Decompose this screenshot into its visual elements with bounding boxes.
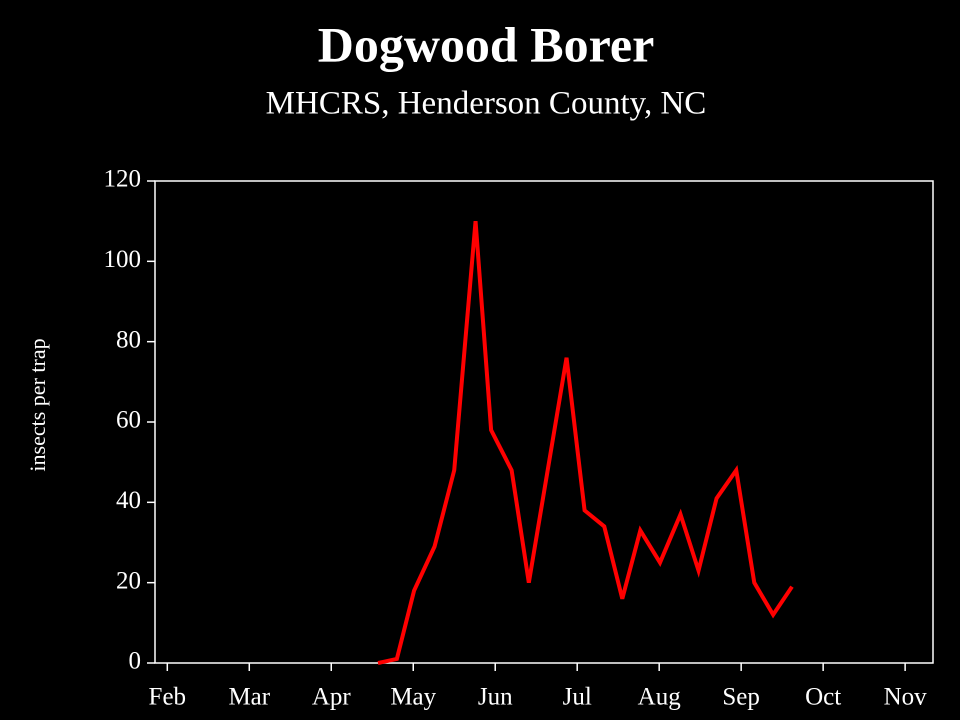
x-tick-label: Sep — [722, 684, 760, 711]
x-tick-label: Jul — [563, 684, 592, 711]
x-tick-label: Jun — [478, 684, 513, 711]
data-line — [377, 220, 794, 665]
y-tick-label: 120 — [104, 166, 142, 193]
chart-subtitle: MHCRS, Henderson County, NC — [266, 86, 707, 122]
y-axis-label: insects per trap — [25, 338, 50, 471]
x-tick-label: Aug — [638, 684, 682, 711]
x-tick-label: Apr — [312, 684, 352, 711]
x-tick-label: Nov — [884, 684, 928, 711]
y-tick-label: 80 — [116, 326, 141, 353]
y-tick-label: 40 — [116, 487, 141, 514]
x-tick-label: Feb — [149, 684, 187, 711]
y-tick-label: 60 — [116, 407, 141, 434]
x-tick-label: Oct — [805, 684, 841, 711]
y-tick-label: 0 — [129, 648, 142, 675]
x-tick-label: May — [390, 684, 436, 711]
chart-title: Dogwood Borer — [318, 16, 655, 72]
x-tick-label: Mar — [228, 684, 270, 711]
plot-frame — [154, 180, 934, 664]
y-tick-label: 100 — [104, 246, 142, 273]
y-tick-label: 20 — [116, 567, 141, 594]
